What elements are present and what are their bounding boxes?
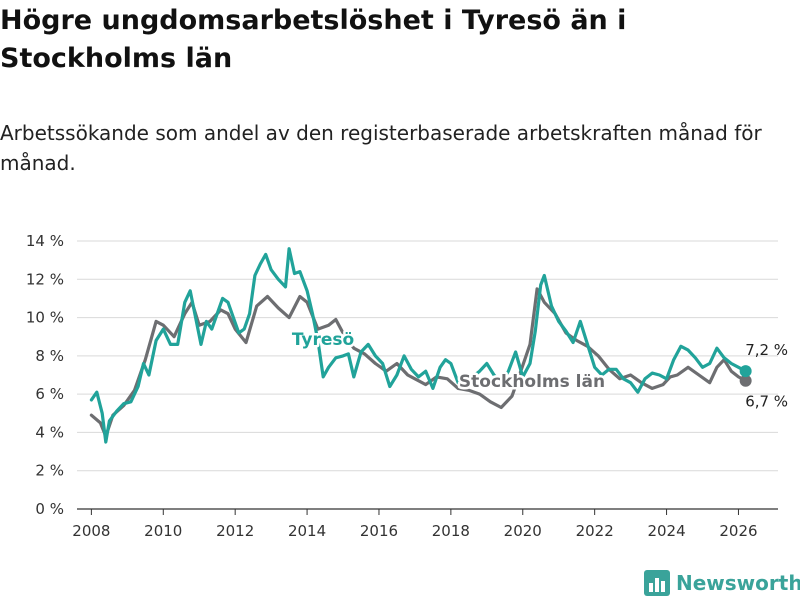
brand-name: Newsworthy — [676, 571, 800, 595]
end-label-stockholms-lan: 6,7 % — [745, 393, 788, 411]
x-tick-label: 2016 — [360, 522, 398, 540]
x-tick-label: 2026 — [719, 522, 757, 540]
series-line-stockholms-lan — [89, 287, 748, 438]
end-point-stockholms-lan — [739, 374, 752, 387]
y-tick-label: 2 % — [35, 462, 64, 480]
y-tick-label: 4 % — [35, 423, 64, 441]
x-tick-label: 2018 — [432, 522, 470, 540]
x-tick-label: 2014 — [288, 522, 326, 540]
x-tick-label: 2012 — [216, 522, 254, 540]
x-tick-label: 2022 — [576, 522, 614, 540]
series-label-tyreso: Tyresö — [292, 330, 354, 350]
y-tick-label: 6 % — [35, 385, 64, 403]
gridlines — [77, 240, 778, 510]
y-tick-label: 14 % — [26, 232, 64, 250]
series-line-tyreso — [89, 247, 748, 444]
y-tick-label: 0 % — [35, 500, 64, 518]
y-tick-label: 12 % — [26, 270, 64, 288]
y-axis: 0 % 2 % 4 % 6 % 8 % 10 % 12 % 14 % — [26, 232, 64, 518]
series-label-tyreso-halo: Tyresö — [292, 330, 354, 350]
end-point-tyreso — [739, 365, 752, 378]
end-label-tyreso: 7,2 % — [745, 341, 788, 359]
chart-title: Högre ungdomsarbetslöshet i Tyresö än i … — [0, 5, 627, 74]
x-tick-label: 2010 — [144, 522, 182, 540]
series-label-stockholms-lan-halo: Stockholms län — [459, 372, 605, 392]
series-label-stockholms-lan: Stockholms län — [459, 372, 605, 392]
series-lines — [89, 247, 752, 444]
bar-chart-logo-icon — [644, 570, 670, 596]
chart-subtitle: Arbetssökande som andel av den registerb… — [0, 121, 762, 175]
y-tick-label: 10 % — [26, 309, 64, 327]
y-tick-label: 8 % — [35, 347, 64, 365]
x-tick-label: 2008 — [72, 522, 110, 540]
x-tick-label: 2024 — [647, 522, 685, 540]
x-axis: 2008 2010 2012 2014 2016 2018 2020 2022 2024 2026 — [72, 509, 758, 540]
brand-logo[interactable]: Newsworthy — [644, 568, 800, 598]
x-tick-label: 2020 — [504, 522, 542, 540]
